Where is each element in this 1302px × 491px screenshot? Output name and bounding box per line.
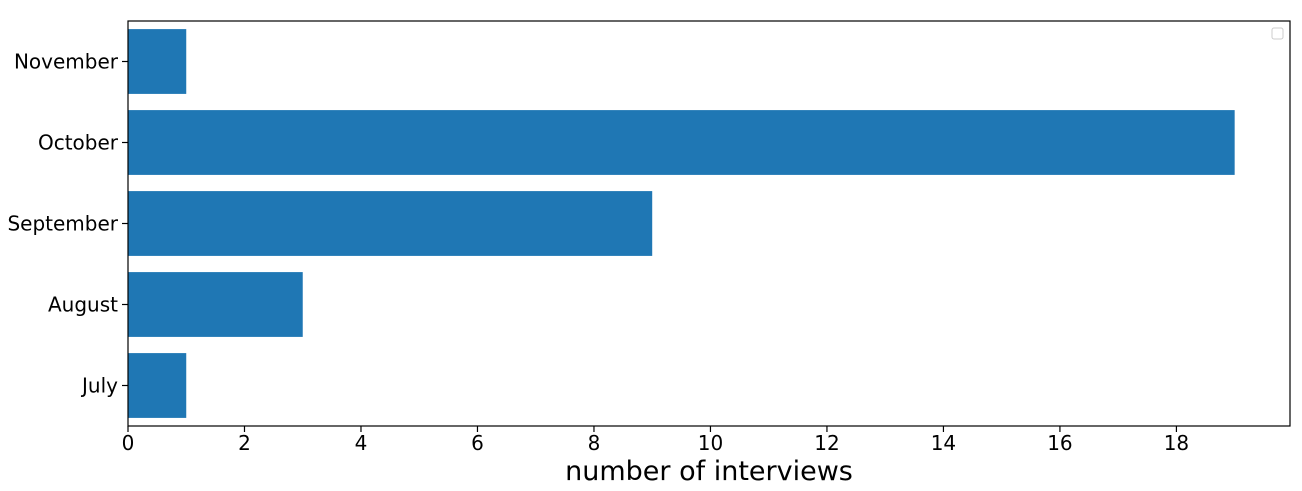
- x-tick-label: 16: [1047, 431, 1072, 455]
- x-axis: 0 2 4 6 8 10 12 14 16 18: [122, 426, 1189, 455]
- x-tick-label: 2: [238, 431, 251, 455]
- x-tick-label: 0: [122, 431, 135, 455]
- bar-september: [128, 191, 653, 256]
- x-axis-title: number of interviews: [565, 456, 853, 486]
- x-tick-label: 18: [1164, 431, 1189, 455]
- x-tick-label: 4: [355, 431, 368, 455]
- x-tick-label: 8: [588, 431, 601, 455]
- y-tick-label: August: [48, 293, 118, 317]
- bar-november: [128, 29, 187, 94]
- bars-layer: [128, 29, 1235, 418]
- bar-july: [128, 353, 187, 418]
- legend: [1271, 27, 1284, 40]
- x-tick-label: 14: [931, 431, 956, 455]
- y-axis: July August September October November: [7, 50, 128, 398]
- x-tick-label: 6: [471, 431, 484, 455]
- bar-august: [128, 272, 303, 337]
- y-tick-label: September: [7, 212, 118, 236]
- y-tick-label: July: [80, 374, 118, 398]
- x-tick-label: 10: [698, 431, 723, 455]
- bar-october: [128, 110, 1235, 175]
- y-tick-label: November: [14, 50, 119, 74]
- x-tick-label: 12: [814, 431, 839, 455]
- y-tick-label: October: [38, 131, 119, 155]
